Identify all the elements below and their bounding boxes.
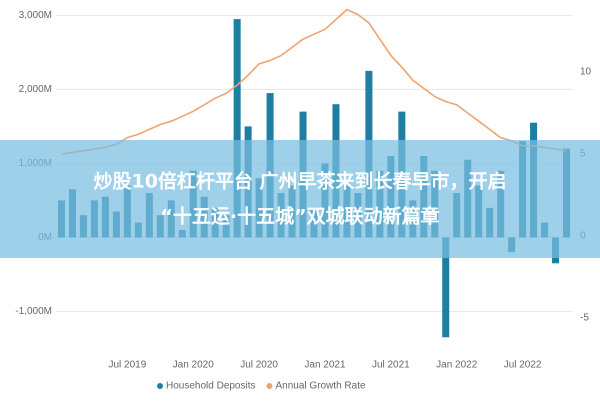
banner-background — [0, 140, 600, 258]
y-tick-label: -1,000M — [15, 306, 52, 317]
legend-label: Household Deposits — [166, 381, 256, 392]
x-tick-label: Jul 2022 — [504, 360, 542, 371]
legend-marker — [157, 383, 163, 389]
bar — [442, 237, 450, 338]
x-tick-label: Jul 2021 — [372, 360, 410, 371]
x-tick-label: Jul 2019 — [108, 360, 146, 371]
y2-tick-label: 10 — [580, 67, 592, 78]
x-tick-label: Jan 2021 — [304, 360, 346, 371]
x-tick-label: Jan 2022 — [436, 360, 478, 371]
bar — [233, 19, 241, 238]
y-tick-label: 2,000M — [19, 84, 52, 95]
banner-line: “十五运·十五城”双城联动新篇章 — [160, 205, 439, 228]
y2-tick-label: -5 — [580, 313, 589, 324]
banner: 炒股10倍杠杆平台 广州早茶来到长春早市，开启 “十五运·十五城”双城联动新篇章 — [0, 140, 600, 258]
legend-label: Annual Growth Rate — [276, 381, 366, 392]
line — [61, 8, 567, 155]
x-tick-label: Jan 2020 — [173, 360, 215, 371]
banner-line: 炒股10倍杠杆平台 广州早茶来到长春早市，开启 — [93, 170, 506, 193]
x-tick-label: Jul 2020 — [240, 360, 278, 371]
y-tick-label: 3,000M — [19, 10, 52, 21]
legend-marker — [266, 383, 273, 389]
